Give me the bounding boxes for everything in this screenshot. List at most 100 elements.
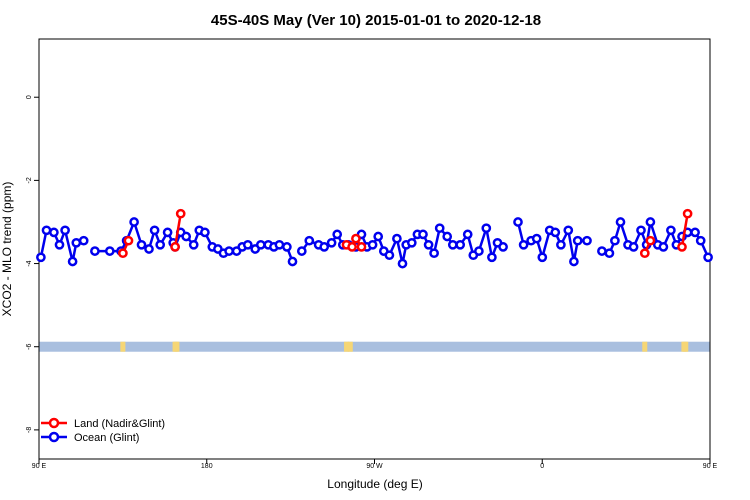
map-land-patch xyxy=(174,341,180,352)
legend-marker-ocean xyxy=(48,431,60,443)
land-point xyxy=(118,248,128,259)
ocean-point xyxy=(418,229,428,240)
map-land-patch xyxy=(120,341,126,352)
surface-map-strip xyxy=(39,341,710,352)
ocean-point xyxy=(597,246,607,256)
ocean-point xyxy=(78,235,89,246)
ocean-point xyxy=(71,237,82,248)
ocean-point xyxy=(481,223,492,234)
ocean-point xyxy=(550,227,561,238)
ocean-point xyxy=(144,244,154,254)
chart-title: 45S-40S May (Ver 10) 2015-01-01 to 2020-… xyxy=(211,12,541,29)
map-land-patch xyxy=(344,341,350,352)
ocean-point xyxy=(129,217,139,227)
series-ocean xyxy=(36,217,713,269)
ocean-point xyxy=(703,252,713,263)
ocean-point xyxy=(274,239,285,250)
ocean-point xyxy=(487,252,497,263)
ocean-point xyxy=(569,256,579,267)
x-tick-label: 0 xyxy=(540,463,544,470)
ocean-point xyxy=(136,239,147,250)
land-line-segment xyxy=(680,213,689,248)
land-point xyxy=(175,208,186,219)
land-point xyxy=(645,235,656,246)
land-line-segment xyxy=(173,213,182,248)
land-point xyxy=(351,233,361,244)
ocean-point xyxy=(242,239,253,250)
x-axis-label: Longitude (deg E) xyxy=(327,477,422,491)
ocean-point xyxy=(282,242,292,252)
ocean-point xyxy=(41,225,52,236)
ocean-point xyxy=(90,246,100,256)
ocean-point xyxy=(645,217,656,227)
y-tick-label: -8 xyxy=(26,427,33,433)
ocean-point xyxy=(367,239,378,250)
ocean-point xyxy=(556,239,566,250)
ocean-point xyxy=(610,235,620,246)
ocean-point xyxy=(628,242,639,252)
ocean-point xyxy=(188,239,199,250)
ocean-point xyxy=(296,246,307,256)
ocean-point xyxy=(695,235,706,246)
land-point xyxy=(682,208,693,219)
ocean-point xyxy=(604,248,615,259)
series-layer xyxy=(36,208,713,269)
ocean-point xyxy=(104,246,115,256)
ocean-point xyxy=(397,258,408,269)
y-tick-label: -2 xyxy=(26,177,33,183)
ocean-line-segment xyxy=(300,226,504,265)
ocean-point xyxy=(447,239,458,250)
ocean-point xyxy=(149,225,160,236)
ocean-point xyxy=(442,231,453,242)
ocean-point xyxy=(384,250,395,261)
ocean-point xyxy=(406,237,417,248)
ocean-point xyxy=(423,239,434,250)
ocean-point xyxy=(462,229,473,240)
ocean-point xyxy=(162,227,173,238)
ocean-point xyxy=(498,242,508,252)
ocean-point xyxy=(434,223,445,234)
legend: Land (Nadir&Glint) Ocean (Glint) xyxy=(41,417,165,444)
ocean-point xyxy=(572,235,583,246)
ocean-point xyxy=(513,217,523,227)
ocean-point xyxy=(474,246,484,256)
land-point xyxy=(170,242,180,252)
ocean-point xyxy=(373,231,384,242)
map-land-patch xyxy=(683,341,689,352)
ocean-point xyxy=(54,239,65,250)
ocean-point xyxy=(455,239,466,250)
ocean-point xyxy=(287,256,298,267)
ocean-point xyxy=(563,225,574,236)
ocean-point xyxy=(429,248,439,259)
ocean-point xyxy=(666,225,676,236)
series-land xyxy=(118,208,693,259)
land-point xyxy=(347,242,357,252)
ocean-point xyxy=(332,229,343,240)
ocean-point xyxy=(636,225,646,236)
ocean-point xyxy=(582,235,592,246)
ocean-point xyxy=(658,242,669,252)
ocean-point xyxy=(181,231,192,242)
y-tick-label: -6 xyxy=(26,344,33,350)
land-point xyxy=(123,235,134,246)
map-ocean-band xyxy=(39,341,710,352)
ocean-point xyxy=(60,225,70,236)
y-axis: 0 -2 -4 -6 -8 xyxy=(26,95,39,433)
ocean-point xyxy=(200,227,210,238)
x-tick-label: 90 E xyxy=(703,463,718,470)
ocean-point xyxy=(615,217,626,227)
ocean-point xyxy=(690,227,700,238)
ocean-point xyxy=(36,252,46,263)
y-tick-label: -4 xyxy=(26,260,33,266)
land-point xyxy=(356,242,367,252)
ocean-point xyxy=(392,233,402,244)
legend-label-ocean: Ocean (Glint) xyxy=(74,432,139,444)
x-tick-label: 90 E xyxy=(32,463,47,470)
x-tick-label: 90 W xyxy=(366,463,383,470)
x-tick-label: 180 xyxy=(201,463,213,470)
ocean-point xyxy=(224,246,234,256)
ocean-point xyxy=(155,239,166,250)
ocean-point xyxy=(326,237,337,248)
ocean-point xyxy=(304,235,315,246)
